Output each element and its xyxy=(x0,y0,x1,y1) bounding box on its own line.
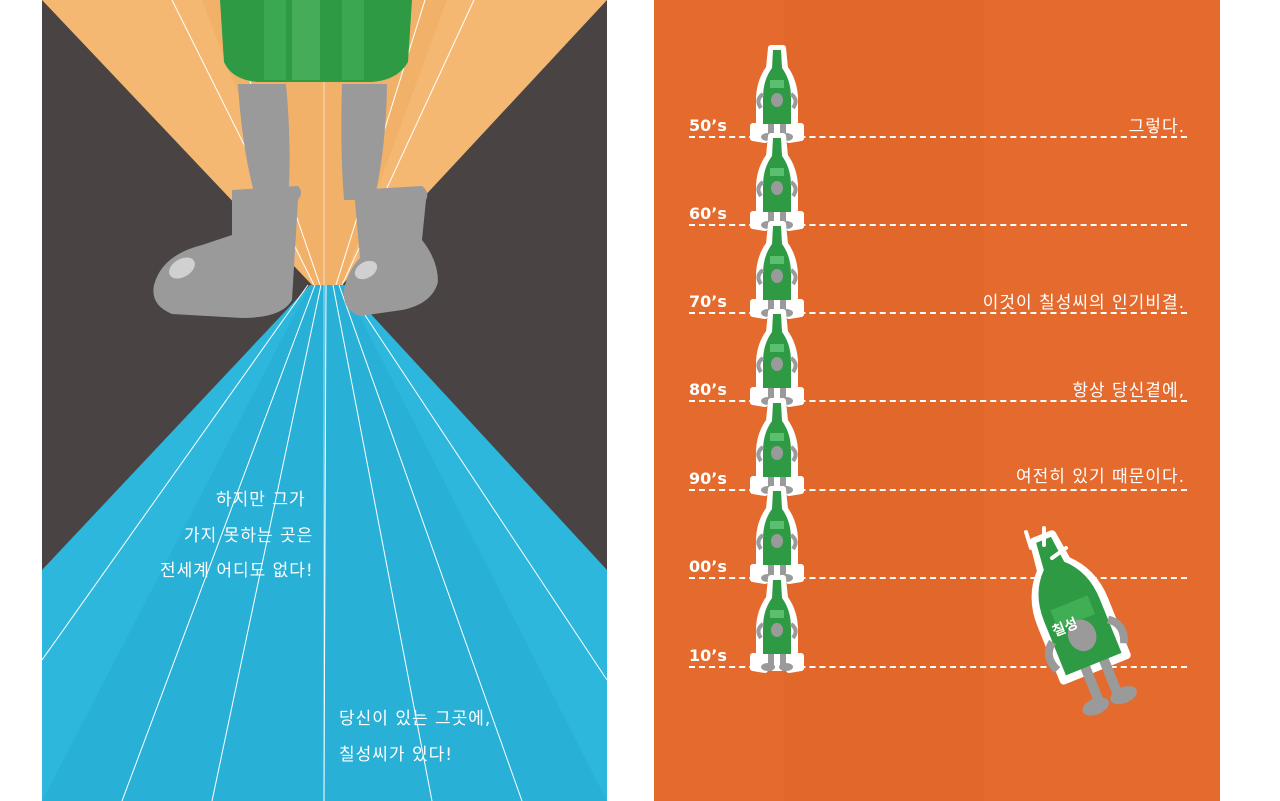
text-line: 하지만 그가 xyxy=(216,490,306,510)
decade-label: 50’s xyxy=(689,116,727,135)
decade-label: 00’s xyxy=(689,557,727,576)
text-line: 칠성씨가 있다! xyxy=(339,745,454,765)
dashed-line xyxy=(689,224,1187,226)
decade-label: 70’s xyxy=(689,292,727,311)
decade-label: 10’s xyxy=(689,646,727,665)
left-poster-panel: 하지만 그가 가지 못하는 곳은 전세계 어디도 없다! 당신이 있는 그곳에,… xyxy=(42,0,607,801)
decade-caption: 이것이 칠성씨의 인기비결. xyxy=(982,293,1185,313)
decade-caption: 항상 당신곁에, xyxy=(1072,381,1185,401)
dashed-line xyxy=(689,136,1187,138)
dashed-line xyxy=(689,312,1187,314)
dashed-line xyxy=(689,666,1187,668)
decade-label: 60’s xyxy=(689,204,727,223)
dashed-line xyxy=(689,489,1187,491)
dashed-line xyxy=(689,577,1187,579)
decade-caption: 그렇다. xyxy=(1128,117,1185,137)
text-line: 당신이 있는 그곳에, xyxy=(339,709,492,729)
text-line: 전세계 어디도 없다! xyxy=(160,561,314,581)
right-poster-panel: 50’s 그렇다. 60’s 70’s 이것이 칠성씨의 인기비결. 80’s … xyxy=(654,0,1220,801)
dashed-line xyxy=(689,400,1187,402)
decade-label: 90’s xyxy=(689,469,727,488)
left-poster-illustration xyxy=(42,0,607,801)
text-line: 가지 못하는 곳은 xyxy=(184,526,314,546)
decade-label: 80’s xyxy=(689,380,727,399)
decade-caption: 여전히 있기 때문이다. xyxy=(1016,467,1185,487)
